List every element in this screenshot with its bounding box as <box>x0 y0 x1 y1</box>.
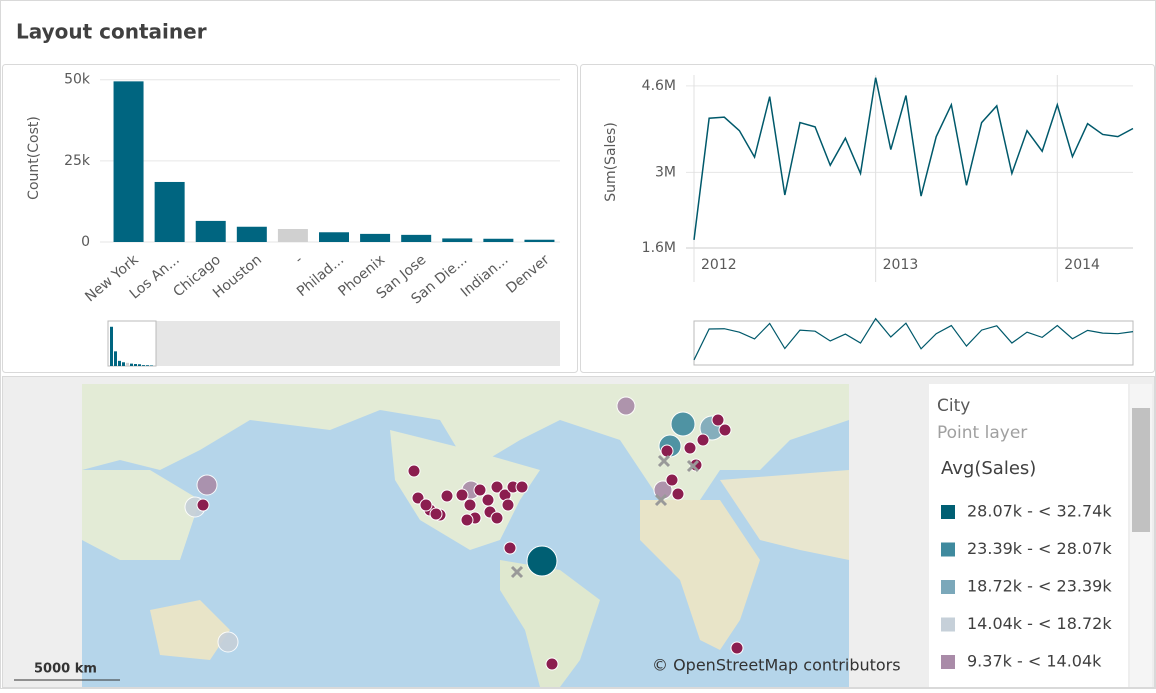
y-axis-label: Sum(Sales) <box>603 122 619 202</box>
y-tick-label: 50k <box>64 72 91 88</box>
mini-bar <box>150 365 153 366</box>
legend-swatch <box>941 617 955 632</box>
bar <box>483 238 514 242</box>
container-title: Layout container <box>16 20 207 44</box>
mini-bar <box>122 362 125 366</box>
map-point <box>711 413 725 427</box>
map-point <box>419 498 433 512</box>
mini-bar <box>110 326 113 366</box>
map-point <box>671 487 685 501</box>
bar <box>154 181 185 242</box>
mini-bar <box>130 363 133 366</box>
legend-label: 14.04k - < 18.72k <box>967 614 1112 633</box>
map-point <box>696 433 710 447</box>
legend-swatch <box>941 542 955 557</box>
map-point <box>616 396 636 416</box>
legend-title: Avg(Sales) <box>941 458 1036 479</box>
line <box>693 77 1134 240</box>
attribution: © OpenStreetMap contributors <box>652 656 901 675</box>
legend-label: 23.39k - < 28.07k <box>967 539 1112 558</box>
bar <box>401 234 432 242</box>
bar <box>195 220 226 242</box>
bar <box>524 239 555 242</box>
map-point <box>718 423 732 437</box>
legend-swatch <box>941 505 955 519</box>
land <box>82 384 849 500</box>
bar <box>113 81 144 242</box>
land <box>150 600 230 660</box>
bar <box>442 238 473 242</box>
legend-label: 18.72k - < 23.39k <box>967 577 1112 596</box>
mini-bar <box>118 360 121 366</box>
x-tick-label: 2012 <box>701 257 737 273</box>
map-point <box>460 513 474 527</box>
map-point <box>429 507 443 521</box>
map-point <box>196 498 210 512</box>
legend-swatch <box>941 655 955 669</box>
map[interactable] <box>82 384 849 687</box>
mini-bar <box>142 365 145 366</box>
y-tick-label: 25k <box>64 153 91 169</box>
map-point <box>515 480 529 494</box>
null-marker <box>657 454 671 468</box>
bar <box>277 229 308 242</box>
bar-panel[interactable] <box>2 64 578 373</box>
map-point <box>490 480 504 494</box>
line-panel[interactable] <box>580 64 1155 373</box>
bar-scroll-track <box>108 321 560 366</box>
bar <box>360 233 391 242</box>
map-point <box>665 473 679 487</box>
map-point <box>501 498 515 512</box>
bar <box>319 232 349 242</box>
map-point <box>196 474 218 496</box>
x-tick-label: 2013 <box>883 257 919 273</box>
map-point <box>407 464 421 478</box>
null-marker <box>686 459 700 473</box>
map-point <box>440 489 454 503</box>
y-tick-label: 3M <box>655 164 676 180</box>
map-point <box>730 641 744 655</box>
land <box>720 470 849 560</box>
map-point <box>455 488 469 502</box>
y-tick-label: 1.6M <box>642 240 676 256</box>
legend-swatch <box>941 580 955 594</box>
layer-type: Point layer <box>937 423 1027 443</box>
x-tick-label: 2014 <box>1064 257 1100 273</box>
map-point <box>473 483 487 497</box>
scroll-thumb[interactable] <box>1132 408 1150 532</box>
land <box>640 500 760 650</box>
legend-label: 9.37k - < 14.04k <box>967 652 1102 671</box>
map-scale: 5000 km <box>34 662 97 677</box>
mini-bar <box>114 351 117 366</box>
map-point <box>660 444 674 458</box>
mini-bar <box>138 364 141 366</box>
map-point <box>545 657 559 671</box>
y-axis-label: Count(Cost) <box>26 116 42 200</box>
layer-title: City <box>937 396 970 416</box>
bar <box>236 226 267 242</box>
navigator-line <box>693 317 1134 361</box>
land <box>82 470 200 560</box>
mini-bar <box>134 364 137 366</box>
map-point <box>670 411 696 437</box>
legend-panel <box>929 384 1128 687</box>
mini-bar <box>126 362 129 366</box>
land <box>500 560 600 687</box>
null-marker <box>654 493 668 507</box>
map-point <box>463 498 477 512</box>
navigator <box>693 320 1134 366</box>
legend-label: 28.07k - < 32.74k <box>967 502 1112 521</box>
map-point <box>683 441 697 455</box>
mini-bar <box>146 365 149 366</box>
y-tick-label: 0 <box>81 234 90 250</box>
map-point <box>503 541 517 555</box>
y-tick-label: 4.6M <box>642 78 676 94</box>
map-point <box>526 545 558 577</box>
map-point <box>490 511 504 525</box>
null-marker <box>510 565 524 579</box>
map-point <box>217 631 239 653</box>
map-point <box>481 493 495 507</box>
